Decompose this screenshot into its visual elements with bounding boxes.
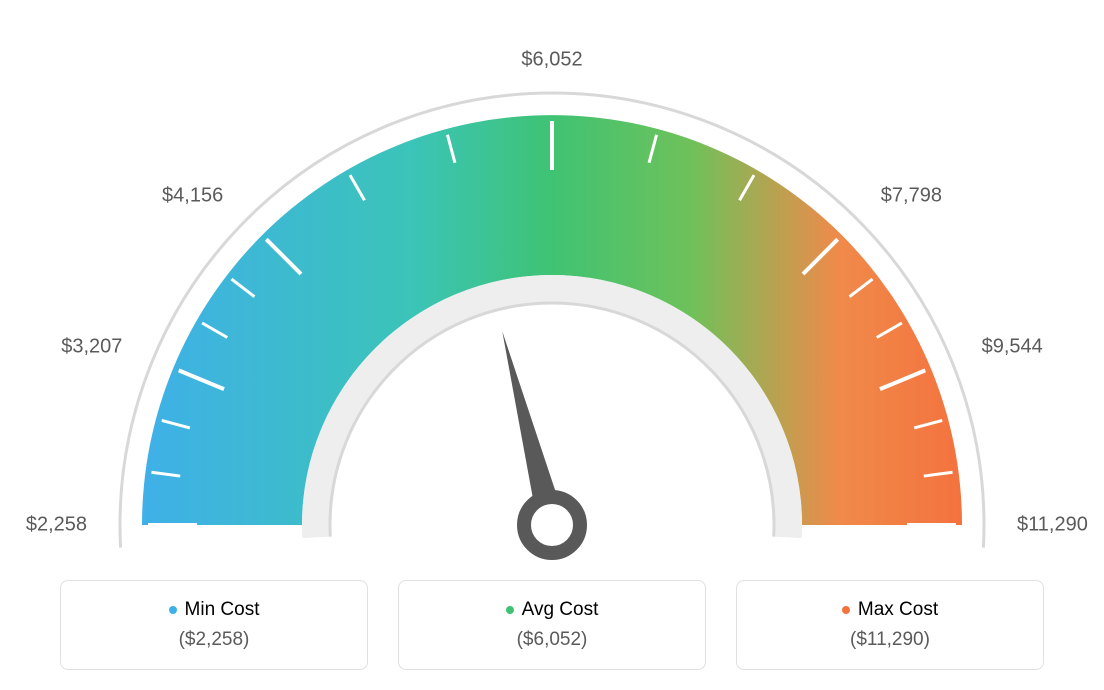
legend-dot-avg	[506, 606, 514, 614]
gauge-chart-container: $2,258 $3,207 $4,156 $6,052 $7,798 $9,544 $11,…	[0, 0, 1104, 690]
legend-dot-max	[842, 606, 850, 614]
legend-label-avg: Avg Cost	[522, 599, 599, 621]
legend-value-max: ($11,290)	[747, 629, 1033, 651]
legend-value-min: ($2,258)	[71, 629, 357, 651]
legend-title-avg: Avg Cost	[506, 599, 599, 621]
legend-label-min: Min Cost	[185, 599, 260, 621]
legend-title-max: Max Cost	[842, 599, 938, 621]
gauge-svg	[0, 0, 1104, 560]
gauge-tick-label: $11,290	[1017, 514, 1088, 537]
legend-card-min: Min Cost ($2,258)	[60, 580, 368, 670]
legend-dot-min	[169, 606, 177, 614]
gauge-tick-label: $7,798	[881, 185, 942, 208]
gauge-tick-label: $6,052	[521, 49, 582, 72]
legend-card-avg: Avg Cost ($6,052)	[398, 580, 706, 670]
gauge-tick-label: $4,156	[162, 185, 223, 208]
legend-card-max: Max Cost ($11,290)	[736, 580, 1044, 670]
legend-label-max: Max Cost	[858, 599, 938, 621]
legend-row: Min Cost ($2,258) Avg Cost ($6,052) Max …	[60, 580, 1044, 670]
gauge-tick-label: $3,207	[61, 336, 122, 359]
gauge-tick-label: $2,258	[26, 514, 87, 537]
gauge-tick-label: $9,544	[982, 336, 1043, 359]
legend-title-min: Min Cost	[169, 599, 260, 621]
gauge-area: $2,258 $3,207 $4,156 $6,052 $7,798 $9,544 $11,…	[0, 0, 1104, 560]
legend-value-avg: ($6,052)	[409, 629, 695, 651]
